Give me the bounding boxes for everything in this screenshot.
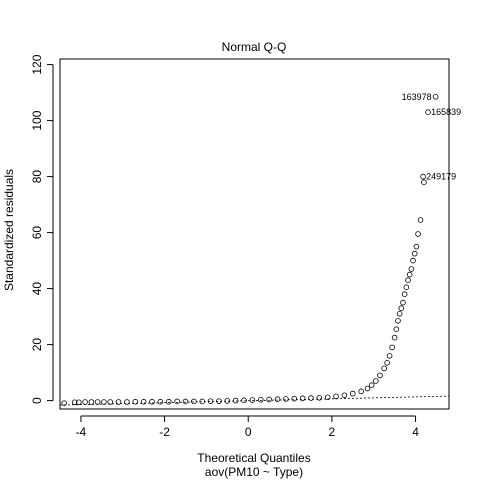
data-point (406, 271, 413, 278)
chart-title: Normal Q-Q (222, 40, 287, 54)
data-point (61, 400, 67, 406)
x-axis-label: Theoretical Quantiles (197, 451, 310, 465)
data-point (115, 399, 122, 405)
outlier-point (432, 94, 439, 100)
x-tick-label: -2 (159, 425, 170, 439)
data-point (182, 398, 189, 405)
outlier-label: 165839 (431, 107, 461, 117)
y-tick-label: 40 (30, 282, 44, 296)
data-point (316, 394, 323, 401)
x-tick-label: -4 (76, 425, 87, 439)
data-point (266, 396, 272, 403)
data-point (358, 388, 364, 395)
data-point (216, 398, 222, 404)
y-axis-label: Standardized residuals (2, 169, 16, 291)
data-point (389, 344, 395, 351)
outlier-point (425, 109, 431, 115)
data-point (401, 291, 408, 298)
data-point (157, 398, 164, 405)
data-point (341, 392, 348, 399)
data-point (82, 399, 88, 405)
x-tick-label: 0 (245, 425, 252, 439)
data-point (107, 399, 113, 405)
data-point (405, 277, 411, 284)
y-tick-label: 20 (30, 338, 44, 352)
data-point (132, 398, 139, 405)
data-point (283, 396, 289, 402)
data-point (393, 326, 400, 333)
data-point (165, 398, 172, 405)
data-point (373, 378, 379, 384)
data-point (421, 179, 427, 186)
data-point (398, 305, 405, 312)
x-tick-label: 4 (412, 425, 419, 439)
y-tick-label: 60 (30, 226, 44, 240)
y-tick-label: 80 (30, 170, 44, 184)
data-point (368, 382, 375, 389)
data-point (410, 257, 416, 264)
data-point (411, 250, 418, 257)
data-point (191, 398, 197, 405)
outlier-point (420, 173, 426, 180)
data-point (249, 397, 256, 403)
data-point (291, 395, 298, 402)
x-tick-label: 2 (329, 425, 336, 439)
point-labels-layer: 163978 165839 249179 (402, 92, 462, 182)
data-point (324, 394, 331, 401)
x-axis: -4 -2 0 2 4 (76, 415, 419, 439)
y-axis: 0 20 40 60 80 100 120 (30, 54, 54, 404)
data-point (94, 399, 101, 405)
data-point (400, 299, 406, 306)
data-point (71, 399, 78, 406)
data-point (413, 243, 420, 250)
y-tick-label: 120 (30, 54, 44, 74)
data-point (381, 365, 387, 372)
data-point (349, 390, 356, 397)
outlier-label: 163978 (402, 92, 432, 102)
data-point (207, 398, 214, 404)
outlier-label: 249179 (426, 172, 456, 182)
data-point (299, 395, 306, 402)
data-point (395, 317, 401, 324)
data-point (199, 398, 206, 405)
data-point (408, 266, 415, 272)
points-layer (61, 179, 427, 406)
data-point (384, 359, 390, 366)
data-point (391, 334, 398, 341)
data-point (174, 398, 180, 405)
data-point (140, 398, 147, 405)
data-point (396, 310, 403, 317)
y-tick-label: 0 (30, 397, 44, 404)
data-point (101, 399, 107, 405)
data-point (415, 231, 421, 237)
data-point (76, 399, 82, 406)
data-point (232, 397, 239, 404)
data-point (149, 398, 155, 405)
data-point (224, 398, 231, 404)
data-point (333, 393, 339, 400)
data-point (386, 352, 393, 359)
chart-subtitle: aov(PM10 ~ Type) (205, 465, 303, 479)
data-point (377, 372, 383, 379)
data-point (308, 395, 314, 401)
data-point (124, 399, 130, 405)
data-point (241, 397, 247, 404)
data-point (274, 396, 281, 403)
plot-frame (59, 58, 450, 410)
data-point (417, 217, 424, 223)
data-point (257, 396, 264, 403)
data-point (364, 385, 371, 392)
data-point (403, 284, 410, 291)
data-point (88, 399, 95, 405)
y-tick-label: 100 (30, 110, 44, 130)
